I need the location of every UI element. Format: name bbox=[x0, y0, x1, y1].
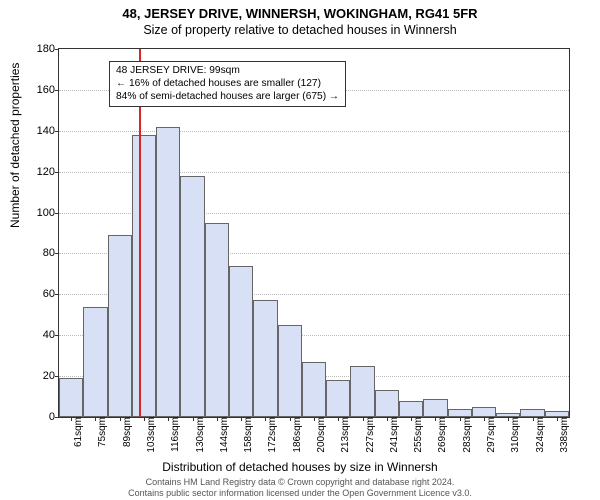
ytick-mark bbox=[55, 335, 59, 336]
xtick-label: 297sqm bbox=[486, 417, 497, 453]
histogram-bar bbox=[278, 325, 302, 417]
histogram-bar bbox=[520, 409, 544, 417]
xtick-mark bbox=[290, 417, 291, 421]
histogram-bar bbox=[399, 401, 423, 417]
footer-attribution: Contains HM Land Registry data © Crown c… bbox=[0, 477, 600, 498]
xtick-mark bbox=[71, 417, 72, 421]
xtick-label: 283sqm bbox=[462, 417, 473, 453]
xtick-label: 227sqm bbox=[365, 417, 376, 453]
xtick-label: 103sqm bbox=[146, 417, 157, 453]
ytick-label: 60 bbox=[43, 288, 55, 300]
gridline-h bbox=[59, 131, 569, 132]
ytick-label: 140 bbox=[37, 125, 55, 137]
xtick-label: 338sqm bbox=[559, 417, 570, 453]
xtick-label: 241sqm bbox=[389, 417, 400, 453]
ytick-label: 20 bbox=[43, 370, 55, 382]
annotation-line2: ← 16% of detached houses are smaller (12… bbox=[116, 78, 339, 91]
ytick-mark bbox=[55, 90, 59, 91]
histogram-bar bbox=[108, 235, 132, 417]
xtick-mark bbox=[533, 417, 534, 421]
annotation-line1: 48 JERSEY DRIVE: 99sqm bbox=[116, 65, 339, 78]
histogram-bar bbox=[59, 378, 83, 417]
xtick-mark bbox=[241, 417, 242, 421]
histogram-bar bbox=[253, 300, 277, 417]
ytick-mark bbox=[55, 376, 59, 377]
ytick-mark bbox=[55, 49, 59, 50]
histogram-bar bbox=[83, 307, 107, 417]
xtick-mark bbox=[557, 417, 558, 421]
ytick-mark bbox=[55, 172, 59, 173]
xtick-label: 130sqm bbox=[195, 417, 206, 453]
histogram-bar bbox=[326, 380, 350, 417]
x-axis-label: Distribution of detached houses by size … bbox=[0, 460, 600, 474]
xtick-mark bbox=[217, 417, 218, 421]
histogram-bar bbox=[448, 409, 472, 417]
footer-line2: Contains public sector information licen… bbox=[0, 488, 600, 498]
xtick-label: 158sqm bbox=[243, 417, 254, 453]
xtick-label: 172sqm bbox=[267, 417, 278, 453]
xtick-mark bbox=[314, 417, 315, 421]
ytick-label: 160 bbox=[37, 84, 55, 96]
xtick-label: 324sqm bbox=[535, 417, 546, 453]
xtick-mark bbox=[460, 417, 461, 421]
xtick-mark bbox=[484, 417, 485, 421]
xtick-label: 116sqm bbox=[170, 417, 181, 452]
histogram-bar bbox=[132, 135, 156, 417]
annotation-box: 48 JERSEY DRIVE: 99sqm← 16% of detached … bbox=[109, 61, 346, 107]
xtick-mark bbox=[144, 417, 145, 421]
xtick-label: 200sqm bbox=[316, 417, 327, 453]
xtick-mark bbox=[387, 417, 388, 421]
histogram-bar bbox=[302, 362, 326, 417]
xtick-label: 255sqm bbox=[413, 417, 424, 453]
xtick-label: 89sqm bbox=[122, 417, 133, 447]
histogram-bar bbox=[205, 223, 229, 417]
xtick-mark bbox=[120, 417, 121, 421]
xtick-label: 269sqm bbox=[437, 417, 448, 453]
xtick-label: 61sqm bbox=[73, 417, 84, 447]
xtick-mark bbox=[193, 417, 194, 421]
footer-line1: Contains HM Land Registry data © Crown c… bbox=[0, 477, 600, 487]
ytick-mark bbox=[55, 253, 59, 254]
ytick-label: 40 bbox=[43, 329, 55, 341]
page-title-line1: 48, JERSEY DRIVE, WINNERSH, WOKINGHAM, R… bbox=[0, 0, 600, 21]
ytick-label: 80 bbox=[43, 247, 55, 259]
histogram-bar bbox=[350, 366, 374, 417]
y-axis-label: Number of detached properties bbox=[8, 63, 22, 228]
ytick-mark bbox=[55, 213, 59, 214]
histogram-bar bbox=[423, 399, 447, 417]
xtick-mark bbox=[363, 417, 364, 421]
histogram-bar bbox=[472, 407, 496, 417]
xtick-label: 213sqm bbox=[340, 417, 351, 453]
histogram-bar bbox=[180, 176, 204, 417]
xtick-label: 310sqm bbox=[510, 417, 521, 453]
ytick-label: 100 bbox=[37, 207, 55, 219]
xtick-label: 75sqm bbox=[97, 417, 108, 447]
xtick-mark bbox=[411, 417, 412, 421]
page-title-line2: Size of property relative to detached ho… bbox=[0, 21, 600, 37]
xtick-label: 186sqm bbox=[292, 417, 303, 453]
chart-plot-area: 02040608010012014016018061sqm75sqm89sqm1… bbox=[58, 48, 570, 418]
ytick-label: 180 bbox=[37, 43, 55, 55]
ytick-label: 120 bbox=[37, 166, 55, 178]
annotation-line3: 84% of semi-detached houses are larger (… bbox=[116, 91, 339, 104]
xtick-label: 144sqm bbox=[219, 417, 230, 453]
histogram-bar bbox=[156, 127, 180, 417]
ytick-label: 0 bbox=[49, 411, 55, 423]
ytick-mark bbox=[55, 417, 59, 418]
ytick-mark bbox=[55, 131, 59, 132]
histogram-bar bbox=[229, 266, 253, 417]
ytick-mark bbox=[55, 294, 59, 295]
histogram-bar bbox=[375, 390, 399, 417]
